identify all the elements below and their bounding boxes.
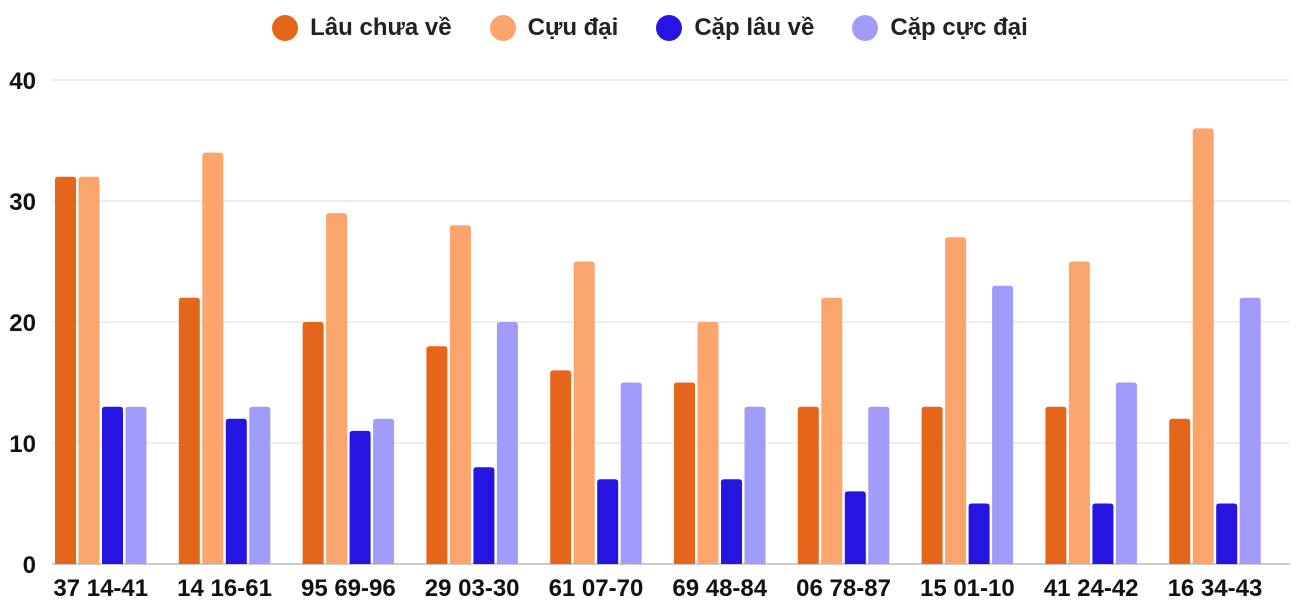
bar-3-6[interactable] [721,479,742,564]
bar-3-5[interactable] [597,479,619,564]
bar-2-5[interactable] [573,261,595,565]
bar-3-1[interactable] [102,406,123,564]
legend-item-cap-cuc-dai[interactable]: Cặp cực đại [852,14,1028,42]
bar-1-1[interactable] [55,176,76,565]
bar-2-4[interactable] [449,225,471,564]
bar-1-9[interactable] [1045,406,1067,564]
bar-3-9[interactable] [1092,503,1114,565]
bar-4-10[interactable] [1239,297,1261,564]
y-tick-label: 40 [9,68,36,95]
legend-item-cuu-dai[interactable]: Cựu đại [489,14,619,42]
legend-swatch [852,15,879,41]
x-tick-label: 06 78-87 [796,575,891,600]
y-tick-label: 20 [9,310,36,337]
bars [55,128,1261,565]
legend-item-lau-chua-ve[interactable]: Lâu chưa về [272,14,452,42]
bar-2-8[interactable] [945,237,967,565]
bar-3-10[interactable] [1216,503,1238,565]
bar-2-7[interactable] [821,297,843,564]
bar-3-3[interactable] [349,430,371,564]
bar-2-10[interactable] [1192,128,1214,564]
bar-1-5[interactable] [550,370,572,564]
bar-4-9[interactable] [1115,382,1137,565]
x-tick-label: 14 16-61 [177,575,272,600]
x-tick-label: 61 07-70 [549,575,644,600]
bar-4-8[interactable] [992,285,1014,564]
x-tick-label: 95 69-96 [301,575,396,600]
bar-4-7[interactable] [868,406,890,564]
y-axis-ticks: 0 10 20 30 40 [9,68,36,579]
bar-2-2[interactable] [202,152,224,564]
legend-swatch [272,15,299,41]
bar-3-2[interactable] [225,418,247,564]
legend-label: Lâu chưa về [310,14,452,41]
bar-1-4[interactable] [426,346,448,564]
x-tick-label: 16 34-43 [1168,575,1263,600]
bar-4-1[interactable] [125,406,147,564]
legend-item-cap-lau-ve[interactable]: Cặp lâu về [656,14,814,42]
x-tick-label: 37 14-41 [53,575,148,600]
bar-1-8[interactable] [921,406,943,564]
bar-3-8[interactable] [968,503,990,565]
bar-1-6[interactable] [674,382,695,565]
bar-3-4[interactable] [473,467,495,564]
bar-4-5[interactable] [620,382,642,565]
x-tick-label: 29 03-30 [425,575,520,600]
bar-1-3[interactable] [302,322,324,564]
bar-2-9[interactable] [1068,261,1090,565]
x-tick-label: 15 01-10 [920,575,1015,600]
y-tick-label: 0 [23,552,36,579]
bar-3-7[interactable] [844,491,866,564]
bar-4-6[interactable] [744,406,766,564]
bar-1-7[interactable] [797,406,819,564]
y-tick-label: 10 [9,431,36,458]
y-tick-label: 30 [9,189,36,216]
legend-swatch [489,15,516,41]
bar-4-2[interactable] [249,406,271,564]
legend-label: Cặp lâu về [694,14,815,41]
bar-2-1[interactable] [78,176,100,565]
x-tick-label: 41 24-42 [1044,575,1139,600]
bar-1-10[interactable] [1169,418,1191,564]
chart-legend: Lâu chưa về Cựu đại Cặp lâu về Cặp cực đ… [0,14,1300,42]
bar-1-2[interactable] [178,297,200,564]
legend-label: Cặp cực đại [890,14,1028,41]
legend-swatch [656,15,683,41]
bar-2-6[interactable] [697,322,719,564]
x-tick-label: 69 48-84 [672,575,767,600]
x-axis-ticks: 37 14-41 14 16-61 95 69-96 29 03-30 61 07-70… [53,575,1262,600]
bar-2-3[interactable] [326,213,348,564]
bar-4-3[interactable] [373,418,395,564]
bar-4-4[interactable] [496,322,518,564]
legend-label: Cựu đại [527,14,619,41]
